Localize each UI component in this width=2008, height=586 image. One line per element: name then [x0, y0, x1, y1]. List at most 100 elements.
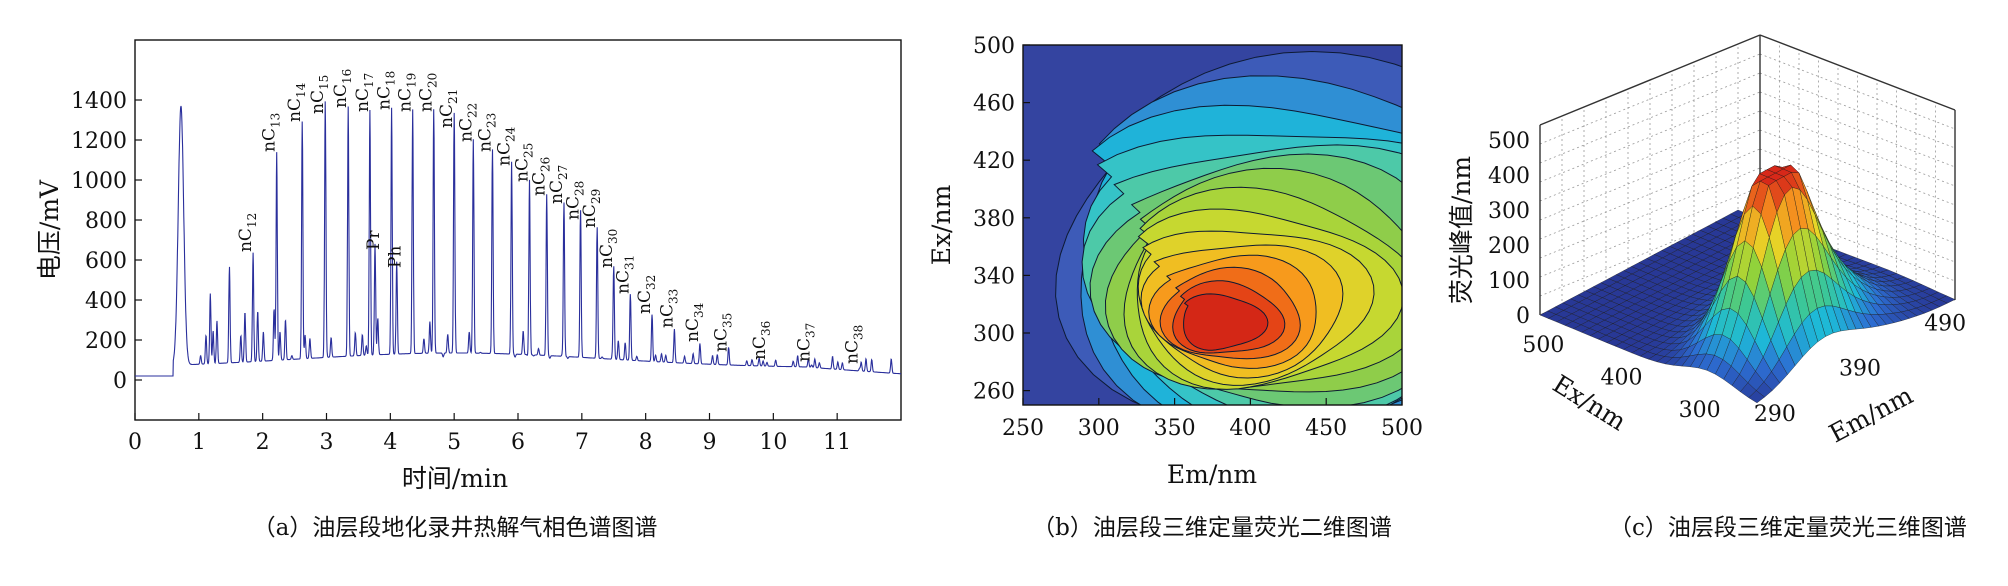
y-tick-label: 200 — [85, 329, 127, 354]
x-tick-label: 500 — [1522, 333, 1564, 358]
z-tick-label: 500 — [1488, 129, 1530, 154]
chromatogram-caption: （a）油层段地化录井热解气相色谱图谱 — [253, 515, 658, 541]
peak-label: nC17 — [353, 73, 376, 112]
x-tick-label: 5 — [447, 430, 461, 455]
peak-label: nC21 — [437, 89, 460, 128]
x-tick-label: 8 — [639, 430, 653, 455]
surface-panel: 0 100 200 300 400 500 500 400 300 290 390 490 荧光峰值/… — [1447, 34, 1967, 541]
x-tick-label: 450 — [1305, 416, 1347, 441]
x-tick-label: 1 — [192, 430, 206, 455]
x-tick-label: 9 — [703, 430, 717, 455]
peak-label: nC23 — [475, 113, 498, 152]
peak-label: nC29 — [580, 189, 603, 228]
z-tick-label: 100 — [1488, 269, 1530, 294]
y-tick-label: 0 — [113, 369, 127, 394]
peak-label: nC16 — [331, 69, 354, 108]
y-tick-label: 340 — [973, 264, 1015, 289]
x-tick-label: 7 — [575, 430, 589, 455]
peak-label: nC31 — [613, 255, 636, 294]
peak-label: Ph — [386, 246, 406, 268]
x-tick-label: 350 — [1154, 416, 1196, 441]
peak-label: nC27 — [547, 165, 570, 204]
peak-label: nC36 — [750, 321, 773, 360]
x-tick-label: 2 — [256, 430, 270, 455]
x-tick-label: 0 — [128, 430, 142, 455]
y-tick-label: 290 — [1754, 402, 1796, 427]
z-tick-label: 400 — [1488, 164, 1530, 189]
peak-label: nC20 — [417, 73, 440, 112]
y-tick-label: 800 — [85, 209, 127, 234]
peak-label: nC28 — [564, 181, 587, 220]
contour-panel: 250 300 350 400 450 500260300340380420460500 … — [927, 34, 1423, 541]
peak-label: nC26 — [530, 157, 553, 196]
box-edge — [1759, 34, 1956, 111]
y-tick-label: 390 — [1839, 357, 1881, 382]
y-tick-label: 500 — [973, 34, 1015, 59]
contour-caption: （b）油层段三维定量荧光二维图谱 — [1032, 515, 1392, 541]
y-tick-label: 420 — [973, 149, 1015, 174]
peak-label: nC18 — [375, 71, 398, 110]
x-tick-label: 300 — [1679, 398, 1721, 423]
chromatogram-panel: 0 1 2 3 4 5 6 7 8 9 10 110200400600800100012001400 … — [35, 39, 902, 541]
peak-label: nC22 — [456, 103, 479, 142]
contour-level — [1183, 293, 1269, 351]
chromatogram-ticks: 0 1 2 3 4 5 6 7 8 9 10 11 0 200 400 600 800 1000 1200 1400 — [71, 89, 851, 455]
y-tick-label: 1000 — [71, 169, 127, 194]
x-tick-label: 300 — [1078, 416, 1120, 441]
peak-label: nC32 — [635, 275, 658, 314]
x-tick-label: 10 — [759, 430, 787, 455]
contour-xlabel: Em/nm — [1167, 460, 1257, 489]
y-tick-label: 600 — [85, 249, 127, 274]
y-tick-label: 400 — [85, 289, 127, 314]
peak-label: nC35 — [712, 313, 735, 352]
contour-ylabel: Ex/nm — [927, 184, 956, 265]
x-tick-label: 250 — [1002, 416, 1044, 441]
peak-label: nC13 — [260, 113, 283, 152]
chromatogram-trace — [135, 101, 901, 377]
peak-label: nC34 — [683, 302, 706, 342]
y-tick-label: 490 — [1924, 312, 1966, 337]
x-tick-label: 3 — [320, 430, 334, 455]
contour-plot-area — [1022, 44, 1403, 406]
peak-label: nC37 — [795, 323, 818, 362]
y-tick-label: 380 — [973, 207, 1015, 232]
chromatogram-line — [135, 101, 901, 377]
x-tick-label: 11 — [823, 430, 851, 455]
chromatogram-ylabel: 电压/mV — [35, 179, 64, 280]
peak-label: nC38 — [843, 325, 866, 364]
peak-label: nC30 — [597, 229, 620, 268]
y-tick-label: 460 — [973, 92, 1015, 117]
peak-label: nC15 — [308, 75, 331, 114]
surface-cell — [1748, 390, 1765, 404]
y-tick-label: 1200 — [71, 129, 127, 154]
surface-mesh — [1539, 164, 1956, 404]
y-tick-label: 300 — [973, 322, 1015, 347]
surface-ticks: 0 100 200 300 400 500 500 400 300 290 390 490 — [1488, 129, 1966, 427]
peak-label: nC12 — [236, 213, 259, 252]
chromatogram-xlabel: 时间/min — [402, 464, 508, 493]
x-tick-label: 500 — [1381, 416, 1423, 441]
chromatogram-plot-area — [134, 39, 902, 421]
surface-caption: （c）油层段三维定量荧光三维图谱 — [1609, 515, 1967, 541]
peak-label: Pr — [364, 230, 384, 250]
peak-label: nC24 — [495, 126, 518, 166]
surface-ylabel: Em/nm — [1824, 380, 1918, 448]
x-tick-label: 400 — [1229, 416, 1271, 441]
peak-label: nC19 — [396, 73, 419, 112]
x-tick-label: 400 — [1600, 366, 1642, 391]
contour-ticks: 250 300 350 400 450 500 260 300 340 380 420 460 500 — [973, 34, 1423, 441]
z-tick-label: 0 — [1516, 304, 1530, 329]
x-tick-label: 4 — [383, 430, 397, 455]
z-tick-label: 300 — [1488, 199, 1530, 224]
peak-label: nC25 — [512, 143, 535, 182]
x-tick-label: 6 — [511, 430, 525, 455]
surface-zlabel: 荧光峰值/nm — [1447, 156, 1476, 305]
contour-levels — [1055, 50, 1402, 405]
y-tick-label: 260 — [973, 380, 1015, 405]
z-tick-label: 200 — [1488, 234, 1530, 259]
box-edge — [1539, 34, 1761, 126]
y-tick-label: 1400 — [71, 89, 127, 114]
peak-label: nC14 — [285, 82, 308, 122]
